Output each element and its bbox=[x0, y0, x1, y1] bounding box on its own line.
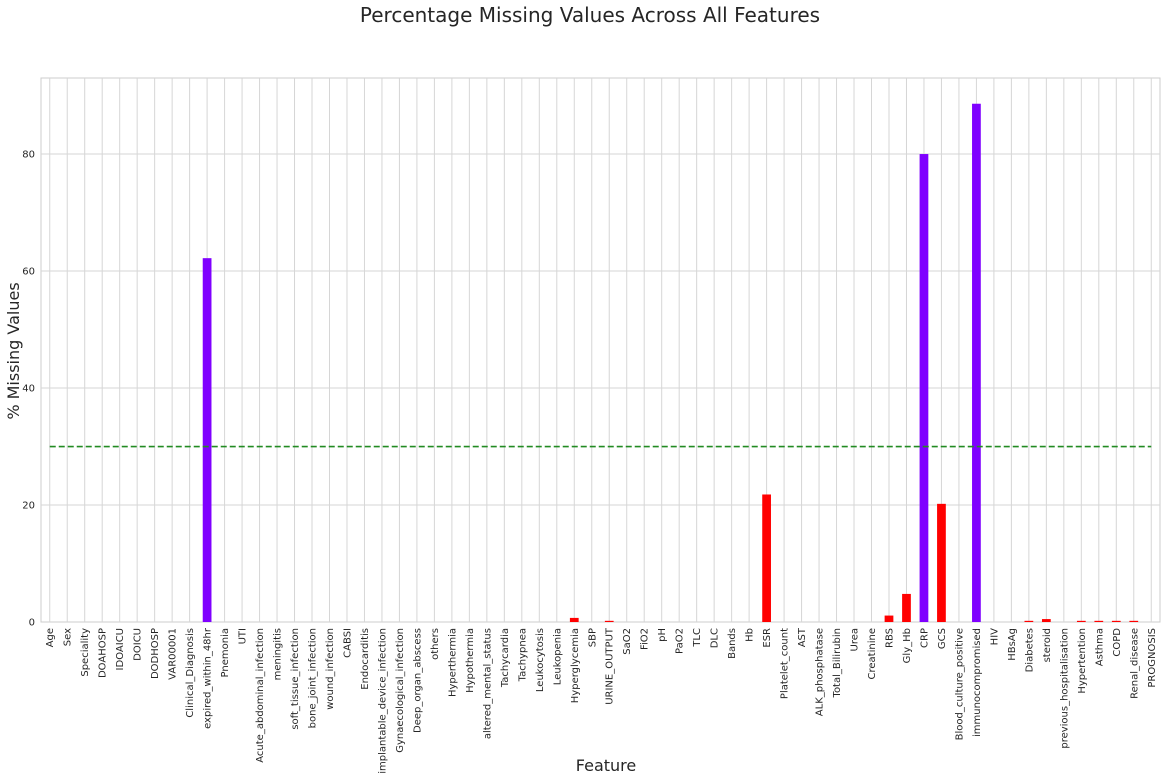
y-tick-labels: 0 20 40 60 80 bbox=[22, 150, 35, 629]
x-tick-label: bone_joint_infection bbox=[308, 628, 319, 728]
x-tick-label: wound_infection bbox=[325, 628, 336, 710]
x-tick-label: previous_hospitalisation bbox=[1059, 628, 1070, 749]
x-tick-label: Leukopenia bbox=[552, 628, 563, 685]
bar-RBS bbox=[884, 615, 894, 622]
x-tick-label: Hb bbox=[745, 628, 756, 642]
x-tick-label: CRP bbox=[919, 628, 930, 648]
bar-GCS bbox=[937, 503, 946, 622]
x-axis-label: Feature bbox=[576, 756, 636, 775]
x-tick-label: Asthma bbox=[1094, 628, 1105, 666]
x-tick-label: Hyperglycemia bbox=[570, 628, 581, 703]
bar-steroid bbox=[1041, 619, 1051, 622]
bar-URINE_OUTPUT bbox=[604, 620, 614, 622]
bar-immunocompromised bbox=[972, 103, 981, 623]
x-tick-label: Tachypnea bbox=[517, 628, 528, 682]
x-tick-label: PROGNOSIS bbox=[1147, 628, 1158, 688]
x-tick-label: ALK_phosphatase bbox=[815, 628, 826, 716]
x-tick-label: GCS bbox=[937, 628, 948, 649]
x-tick-label: Leukocytosis bbox=[535, 628, 546, 692]
bar-Hyperglycemia bbox=[569, 617, 579, 622]
x-tick-label: SBP bbox=[587, 628, 598, 647]
x-tick-label: Acute_abdominal_infection bbox=[255, 628, 266, 763]
x-tick-label: COPD bbox=[1112, 628, 1123, 657]
y-tick-label: 20 bbox=[22, 501, 35, 512]
bar-Asthma bbox=[1094, 620, 1104, 622]
x-tick-label: AST bbox=[797, 627, 808, 647]
x-tick-label: Hyperthermia bbox=[447, 628, 458, 697]
x-tick-label: Pnemonia bbox=[220, 628, 231, 677]
y-axis-label: % Missing Values bbox=[4, 282, 23, 419]
x-tick-label: Sex bbox=[63, 628, 74, 646]
x-tick-label: SaO2 bbox=[622, 628, 633, 655]
bar-expired_within_48hr bbox=[202, 258, 212, 622]
x-tick-label: UTI bbox=[238, 628, 249, 644]
x-tick-label: Platelet_count bbox=[780, 628, 791, 699]
y-tick-label: 40 bbox=[22, 384, 35, 395]
x-tick-label: HIV bbox=[989, 628, 1000, 645]
x-tick-label: Tachycardia bbox=[500, 628, 511, 688]
x-tick-labels: Age Sex Speciality DOAHOSP IDOAICU DOICU DODHO… bbox=[45, 627, 1158, 774]
y-tick-label: 80 bbox=[22, 150, 35, 161]
x-tick-label: IDOAICU bbox=[115, 628, 126, 670]
x-tick-label: Urea bbox=[850, 628, 861, 652]
bar-Hypertention bbox=[1076, 620, 1086, 622]
bars bbox=[202, 103, 1139, 623]
x-tick-label: Gynaecological_infection bbox=[395, 628, 406, 753]
x-tick-label: Blood_culture_positive bbox=[954, 628, 965, 740]
x-tick-label: immunocompromised bbox=[972, 628, 983, 737]
x-tick-label: URINE_OUTPUT bbox=[605, 627, 616, 705]
x-tick-label: Creatinine bbox=[867, 628, 878, 679]
x-tick-label: PaO2 bbox=[675, 628, 686, 654]
x-tick-label: altered_mental_status bbox=[482, 628, 493, 739]
x-tick-label: Age bbox=[45, 628, 56, 647]
x-tick-label: DOAHOSP bbox=[98, 628, 109, 678]
x-tick-label: Diabetes bbox=[1024, 628, 1035, 672]
x-tick-label: FiO2 bbox=[640, 628, 651, 650]
x-tick-label: steroid bbox=[1042, 628, 1053, 662]
y-tick-label: 60 bbox=[22, 267, 35, 278]
x-tick-label: DODHOSP bbox=[150, 628, 161, 679]
x-tick-label: Renal_disease bbox=[1129, 628, 1140, 699]
x-tick-label: CABSI bbox=[342, 628, 353, 658]
x-tick-label: pH bbox=[657, 628, 668, 642]
bar-Renal_disease bbox=[1129, 620, 1139, 622]
x-tick-label: DLC bbox=[710, 628, 721, 648]
bar-CRP bbox=[919, 154, 929, 622]
x-tick-label: expired_within_48hr bbox=[203, 627, 214, 729]
x-tick-label: Gly_Hb bbox=[902, 628, 913, 663]
x-tick-label: HBsAg bbox=[1007, 628, 1018, 661]
bar-COPD bbox=[1111, 620, 1121, 622]
chart-title: Percentage Missing Values Across All Fea… bbox=[360, 3, 820, 27]
x-tick-label: RBS bbox=[884, 628, 895, 648]
x-tick-label: Deep_organ_abscess bbox=[412, 628, 423, 733]
x-tick-label: soft_tissue_infection bbox=[290, 628, 301, 730]
bar-Gly_Hb bbox=[902, 593, 911, 622]
x-tick-label: Hypertention bbox=[1077, 628, 1088, 694]
x-tick-label: Speciality bbox=[80, 628, 91, 677]
x-tick-label: implantable_device_infection bbox=[377, 628, 388, 774]
x-tick-label: TLC bbox=[692, 628, 703, 648]
y-tick-label: 0 bbox=[29, 618, 35, 629]
x-tick-label: VAR00001 bbox=[168, 628, 179, 680]
bar-ESR bbox=[762, 494, 771, 622]
x-tick-label: DOICU bbox=[133, 628, 144, 661]
x-tick-label: meningitis bbox=[273, 628, 284, 680]
x-tick-label: ESR bbox=[762, 628, 773, 648]
x-tick-label: Total_Bilirubin bbox=[832, 628, 843, 698]
x-tick-label: Endocarditis bbox=[360, 628, 371, 690]
x-tick-label: Hypothermia bbox=[465, 628, 476, 693]
x-tick-label: Bands bbox=[727, 628, 738, 659]
x-tick-label: others bbox=[430, 628, 441, 660]
x-tick-label: Clinical_Diagnosis bbox=[185, 628, 196, 718]
bar-Diabetes bbox=[1024, 620, 1034, 622]
